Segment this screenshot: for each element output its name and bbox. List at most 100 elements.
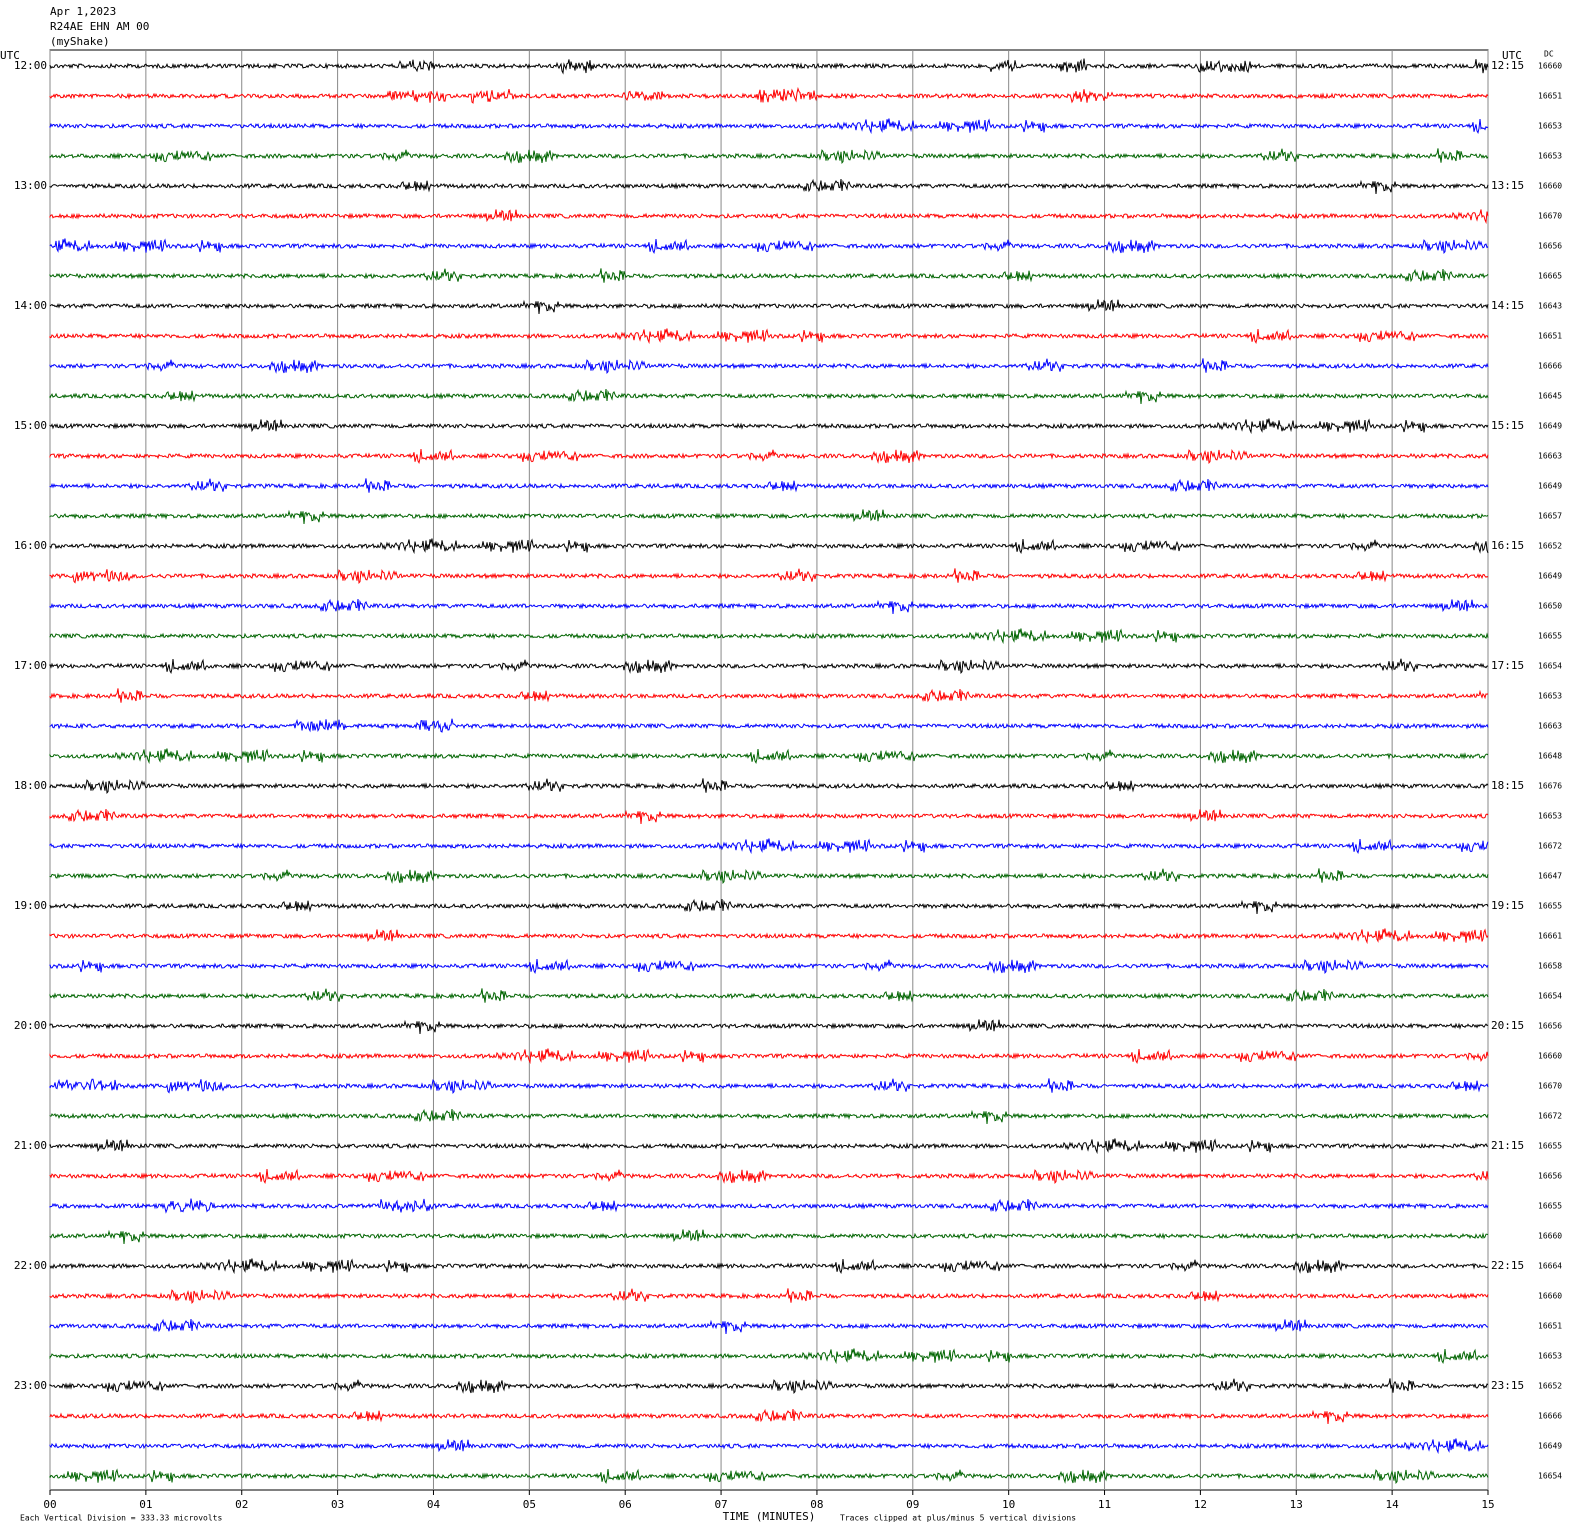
left-time-label: 14:00 <box>14 299 47 312</box>
dc-value: 16661 <box>1538 932 1562 941</box>
trace <box>49 1229 1489 1244</box>
dc-value: 16653 <box>1538 152 1562 161</box>
dc-value: 16652 <box>1538 1382 1562 1391</box>
trace <box>49 148 1489 164</box>
trace <box>49 299 1489 314</box>
dc-value: 16645 <box>1538 392 1562 401</box>
trace <box>49 509 1489 524</box>
x-tick-label: 07 <box>714 1498 727 1511</box>
trace <box>49 1048 1489 1065</box>
dc-value: 16652 <box>1538 542 1562 551</box>
dc-value: 16654 <box>1538 1472 1562 1481</box>
trace <box>49 418 1489 435</box>
trace <box>49 209 1489 225</box>
trace <box>49 358 1489 374</box>
dc-value: 16657 <box>1538 512 1562 521</box>
left-time-label: 22:00 <box>14 1259 47 1272</box>
trace <box>49 538 1489 555</box>
trace <box>49 1408 1489 1424</box>
dc-value: 16660 <box>1538 1052 1562 1061</box>
dc-value: 16647 <box>1538 872 1562 881</box>
trace <box>49 1138 1489 1155</box>
right-time-label: 12:15 <box>1491 59 1524 72</box>
dc-value: 16666 <box>1538 362 1562 371</box>
left-axis-label: UTC <box>0 49 20 62</box>
right-axis-label: UTC <box>1502 49 1522 62</box>
right-time-label: 15:15 <box>1491 419 1524 432</box>
x-tick-label: 13 <box>1290 1498 1303 1511</box>
dc-value: 16648 <box>1538 752 1562 761</box>
trace <box>49 658 1489 675</box>
dc-value: 16649 <box>1538 1442 1562 1451</box>
left-time-label: 20:00 <box>14 1019 47 1032</box>
dc-value: 16666 <box>1538 1412 1562 1421</box>
dc-value: 16664 <box>1538 1262 1562 1271</box>
header-line: (myShake) <box>50 35 110 48</box>
footer-right: Traces clipped at plus/minus 5 vertical … <box>840 1514 1076 1523</box>
left-time-label: 13:00 <box>14 179 47 192</box>
x-tick-label: 15 <box>1481 1498 1494 1511</box>
trace <box>49 748 1489 765</box>
trace <box>49 268 1489 283</box>
dc-value: 16649 <box>1538 482 1562 491</box>
trace <box>49 1198 1489 1214</box>
dc-value: 16655 <box>1538 1202 1562 1211</box>
dc-value: 16655 <box>1538 902 1562 911</box>
trace <box>49 838 1489 855</box>
trace <box>49 328 1489 345</box>
x-tick-label: 10 <box>1002 1498 1015 1511</box>
plot-frame <box>49 49 1489 1491</box>
trace <box>49 958 1489 975</box>
dc-value: 16663 <box>1538 452 1562 461</box>
dc-value: 16643 <box>1538 302 1562 311</box>
x-tick-label: 04 <box>427 1498 441 1511</box>
dc-value: 16656 <box>1538 242 1562 251</box>
right-time-label: 17:15 <box>1491 659 1524 672</box>
dc-value: 16649 <box>1538 422 1562 431</box>
trace <box>49 778 1489 794</box>
trace <box>49 598 1489 614</box>
trace <box>49 868 1489 884</box>
x-tick-label: 06 <box>619 1498 632 1511</box>
trace <box>49 478 1489 493</box>
x-tick-label: 01 <box>139 1498 152 1511</box>
dc-value: 16665 <box>1538 272 1562 281</box>
dc-value: 16651 <box>1538 92 1562 101</box>
dc-value: 16660 <box>1538 1232 1562 1241</box>
right-time-label: 20:15 <box>1491 1019 1524 1032</box>
trace <box>49 988 1489 1003</box>
trace <box>49 1438 1489 1455</box>
right-time-label: 16:15 <box>1491 539 1524 552</box>
dc-label: DC <box>1544 50 1554 59</box>
trace <box>49 1108 1489 1124</box>
dc-value: 16658 <box>1538 962 1562 971</box>
right-time-label: 22:15 <box>1491 1259 1524 1272</box>
x-axis-label: TIME (MINUTES) <box>723 1510 816 1523</box>
trace <box>49 1468 1489 1485</box>
dc-value: 16656 <box>1538 1022 1562 1031</box>
header-line: R24AE EHN AM 00 <box>50 20 149 33</box>
dc-value: 16660 <box>1538 1292 1562 1301</box>
footer-left: Each Vertical Division = 333.33 microvol… <box>20 1514 222 1523</box>
trace <box>49 688 1489 703</box>
left-time-label: 23:00 <box>14 1379 47 1392</box>
trace <box>49 628 1489 645</box>
dc-value: 16653 <box>1538 692 1562 701</box>
dc-value: 16656 <box>1538 1172 1562 1181</box>
left-time-label: 17:00 <box>14 659 47 672</box>
dc-value: 16663 <box>1538 722 1562 731</box>
left-time-label: 12:00 <box>14 59 47 72</box>
trace <box>49 178 1489 194</box>
right-time-label: 23:15 <box>1491 1379 1524 1392</box>
dc-value: 16670 <box>1538 1082 1562 1091</box>
dc-value: 16653 <box>1538 812 1562 821</box>
left-time-label: 15:00 <box>14 419 47 432</box>
trace <box>49 58 1489 75</box>
right-time-label: 14:15 <box>1491 299 1524 312</box>
right-time-label: 21:15 <box>1491 1139 1524 1152</box>
dc-value: 16660 <box>1538 62 1562 71</box>
left-time-label: 19:00 <box>14 899 47 912</box>
left-time-label: 18:00 <box>14 779 47 792</box>
x-tick-label: 05 <box>523 1498 536 1511</box>
